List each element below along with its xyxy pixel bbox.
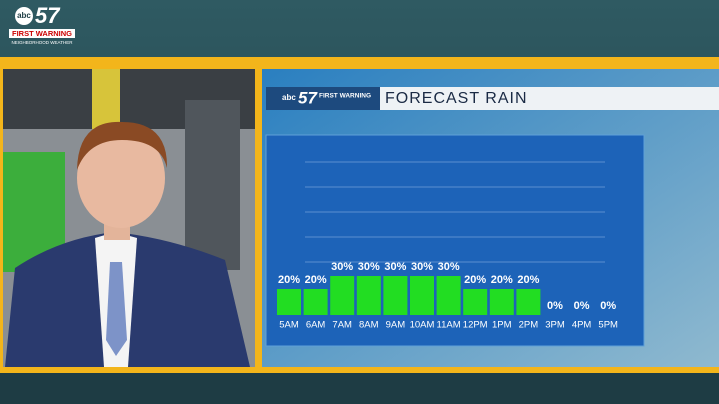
category-label: 10AM <box>410 320 435 331</box>
bar <box>516 289 541 315</box>
plot: 20% 5AM 20% 6AM 30% 7AM 30% 8AM 30% 9AM 30% 10AM 30%… <box>277 261 618 331</box>
chart-title: FORECAST RAIN <box>385 90 528 107</box>
title-logo-number: 57 <box>298 88 318 107</box>
bar <box>410 276 434 315</box>
value-label: 30% <box>358 261 380 273</box>
category-label: 5PM <box>598 320 618 331</box>
title-logo-box <box>266 87 380 110</box>
category-label: 2PM <box>519 320 539 331</box>
bar <box>303 289 328 315</box>
bar <box>383 276 408 315</box>
value-label: 30% <box>384 261 406 273</box>
category-label: 5AM <box>279 320 299 331</box>
category-label: 9AM <box>386 320 406 331</box>
bar <box>463 289 488 315</box>
presenter-video <box>3 69 255 367</box>
bottom-bar <box>0 373 719 404</box>
value-label: 0% <box>600 300 616 312</box>
bar <box>436 276 461 315</box>
value-label: 20% <box>464 274 486 286</box>
category-label: 11AM <box>437 320 461 331</box>
category-label: 4PM <box>572 320 592 331</box>
bar <box>330 276 355 315</box>
logo-number: 57 <box>35 3 61 28</box>
bar <box>277 289 301 315</box>
value-label: 0% <box>547 300 563 312</box>
logo-text: abc <box>17 11 31 20</box>
title-logo: abc <box>282 93 296 102</box>
value-label: 20% <box>491 274 513 286</box>
category-label: 12PM <box>463 320 488 331</box>
subtag: NEIGHBORHOOD WEATHER <box>12 40 74 45</box>
tagline: FIRST WARNING <box>12 29 72 38</box>
value-label: 0% <box>574 300 590 312</box>
decor-lines <box>305 161 605 263</box>
category-label: 6AM <box>306 320 326 331</box>
bar <box>356 276 381 315</box>
value-label: 30% <box>411 261 433 273</box>
value-label: 30% <box>331 261 353 273</box>
bar <box>489 289 514 315</box>
category-label: 1PM <box>492 320 512 331</box>
value-label: 20% <box>305 274 327 286</box>
value-label: 20% <box>278 274 300 286</box>
title-logo-tag: FIRST WARNING <box>319 93 371 100</box>
category-label: 8AM <box>359 320 379 331</box>
category-label: 7AM <box>332 320 352 331</box>
category-label: 3PM <box>545 320 565 331</box>
value-label: 30% <box>438 261 460 273</box>
value-label: 20% <box>517 274 539 286</box>
